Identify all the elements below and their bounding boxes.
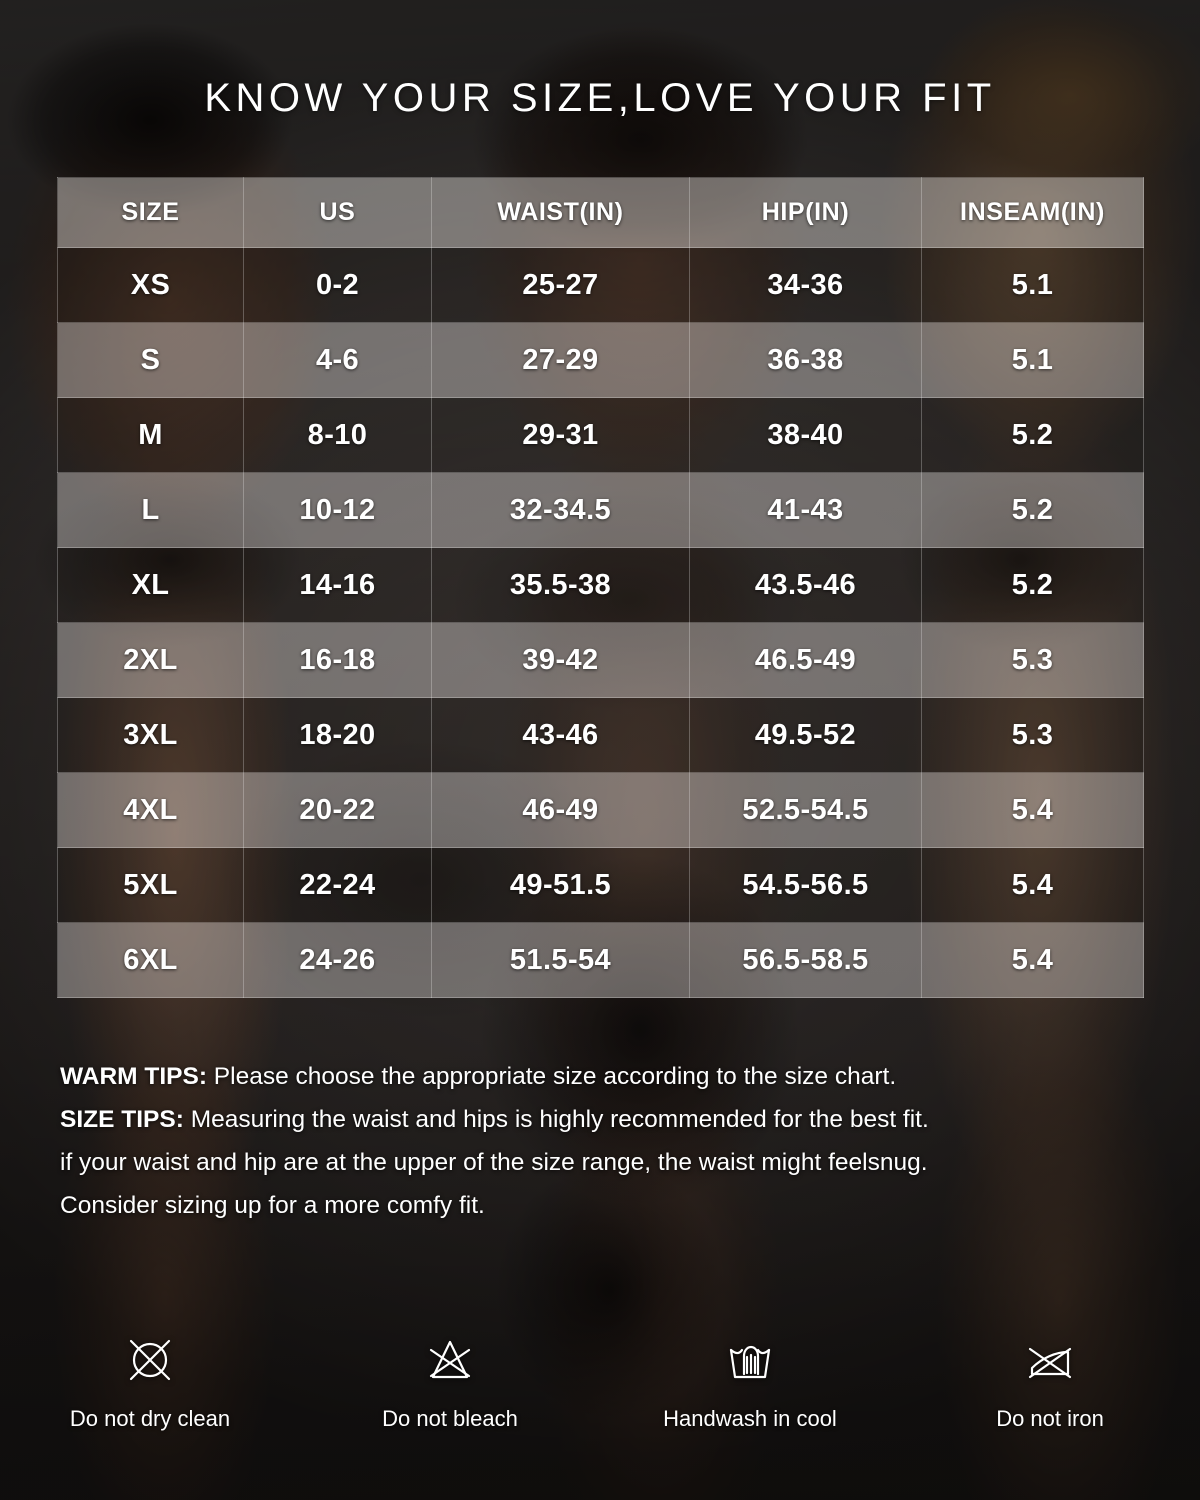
cell-us: 18-20: [243, 697, 432, 773]
care-item-iron: Do not iron: [900, 1330, 1200, 1432]
table-row: L 10-12 32-34.5 41-43 5.2: [57, 472, 1144, 548]
cell-hip: 36-38: [689, 322, 922, 398]
cell-inseam: 5.3: [921, 697, 1144, 773]
tips-line-three: if your waist and hip are at the upper o…: [60, 1149, 928, 1176]
do-not-bleach-icon: [422, 1330, 478, 1390]
cell-inseam: 5.3: [921, 622, 1144, 698]
handwash-icon: [722, 1330, 778, 1390]
table-row: XS 0-2 25-27 34-36 5.1: [57, 247, 1144, 323]
care-label: Handwash in cool: [663, 1406, 837, 1431]
cell-size: XL: [57, 547, 244, 623]
cell-inseam: 5.4: [921, 772, 1144, 848]
cell-inseam: 5.2: [921, 472, 1144, 548]
tips-block: WARM TIPS: Please choose the appropriate…: [60, 1055, 1150, 1227]
table-header-row: SIZE US WAIST(IN) HIP(IN) INSEAM(IN): [57, 177, 1144, 248]
cell-hip: 34-36: [689, 247, 922, 323]
column-header-hip: HIP(IN): [689, 177, 922, 248]
cell-size: M: [57, 397, 244, 473]
care-item-dry-clean: Do not dry clean: [0, 1330, 300, 1432]
cell-waist: 27-29: [431, 322, 690, 398]
cell-size: 5XL: [57, 847, 244, 923]
cell-waist: 51.5-54: [431, 922, 690, 998]
column-header-us: US: [243, 177, 432, 248]
cell-hip: 46.5-49: [689, 622, 922, 698]
table-header: SIZE US WAIST(IN) HIP(IN) INSEAM(IN): [57, 177, 1144, 248]
cell-size: 6XL: [57, 922, 244, 998]
cell-waist: 49-51.5: [431, 847, 690, 923]
care-label: Do not dry clean: [69, 1406, 231, 1431]
cell-size: 4XL: [57, 772, 244, 848]
care-label: Do not bleach: [382, 1406, 518, 1431]
column-header-size: SIZE: [57, 177, 244, 248]
table-row: 4XL 20-22 46-49 52.5-54.5 5.4: [57, 772, 1144, 848]
care-label: Do not iron: [996, 1406, 1104, 1431]
care-instructions-row: Do not dry clean Do not bleach: [0, 1330, 1200, 1432]
cell-inseam: 5.2: [921, 397, 1144, 473]
cell-inseam: 5.1: [921, 322, 1144, 398]
cell-hip: 49.5-52: [689, 697, 922, 773]
cell-inseam: 5.1: [921, 247, 1144, 323]
cell-us: 24-26: [243, 922, 432, 998]
cell-us: 22-24: [243, 847, 432, 923]
size-tips-text: Measuring the waist and hips is highly r…: [183, 1106, 929, 1133]
cell-us: 0-2: [243, 247, 432, 323]
table-row: 3XL 18-20 43-46 49.5-52 5.3: [57, 697, 1144, 773]
warm-tips-text: Please choose the appropriate size accor…: [207, 1063, 897, 1090]
cell-inseam: 5.4: [921, 922, 1144, 998]
cell-hip: 43.5-46: [689, 547, 922, 623]
size-tips-label: SIZE TIPS:: [60, 1106, 184, 1133]
cell-waist: 29-31: [431, 397, 690, 473]
cell-us: 4-6: [243, 322, 432, 398]
warm-tips-line: WARM TIPS: Please choose the appropriate…: [60, 1055, 1150, 1098]
cell-us: 8-10: [243, 397, 432, 473]
size-tips-line: SIZE TIPS: Measuring the waist and hips …: [60, 1098, 1150, 1141]
cell-waist: 35.5-38: [431, 547, 690, 623]
cell-size: XS: [57, 247, 244, 323]
cell-hip: 56.5-58.5: [689, 922, 922, 998]
cell-hip: 41-43: [689, 472, 922, 548]
cell-waist: 25-27: [431, 247, 690, 323]
cell-us: 14-16: [243, 547, 432, 623]
warm-tips-label: WARM TIPS:: [60, 1063, 207, 1090]
cell-us: 20-22: [243, 772, 432, 848]
cell-size: 3XL: [57, 697, 244, 773]
table-row: S 4-6 27-29 36-38 5.1: [57, 322, 1144, 398]
cell-waist: 32-34.5: [431, 472, 690, 548]
size-chart-table: SIZE US WAIST(IN) HIP(IN) INSEAM(IN) XS …: [57, 177, 1144, 998]
cell-size: L: [57, 472, 244, 548]
cell-inseam: 5.2: [921, 547, 1144, 623]
cell-waist: 39-42: [431, 622, 690, 698]
care-item-handwash: Handwash in cool: [600, 1330, 900, 1432]
cell-size: 2XL: [57, 622, 244, 698]
table-row: 6XL 24-26 51.5-54 56.5-58.5 5.4: [57, 922, 1144, 998]
cell-us: 10-12: [243, 472, 432, 548]
table-body: XS 0-2 25-27 34-36 5.1 S 4-6 27-29 36-38…: [57, 247, 1144, 998]
cell-hip: 38-40: [689, 397, 922, 473]
table-row: 5XL 22-24 49-51.5 54.5-56.5 5.4: [57, 847, 1144, 923]
cell-waist: 46-49: [431, 772, 690, 848]
tips-line-four: Consider sizing up for a more comfy fit.: [60, 1192, 485, 1219]
page-title: KNOW YOUR SIZE,LOVE YOUR FIT: [204, 76, 996, 120]
table-row: XL 14-16 35.5-38 43.5-46 5.2: [57, 547, 1144, 623]
cell-hip: 54.5-56.5: [689, 847, 922, 923]
table-row: 2XL 16-18 39-42 46.5-49 5.3: [57, 622, 1144, 698]
care-item-bleach: Do not bleach: [300, 1330, 600, 1432]
cell-us: 16-18: [243, 622, 432, 698]
do-not-iron-icon: [1022, 1330, 1078, 1390]
cell-waist: 43-46: [431, 697, 690, 773]
cell-hip: 52.5-54.5: [689, 772, 922, 848]
do-not-dry-clean-icon: [122, 1330, 178, 1390]
column-header-waist: WAIST(IN): [431, 177, 690, 248]
cell-inseam: 5.4: [921, 847, 1144, 923]
table-row: M 8-10 29-31 38-40 5.2: [57, 397, 1144, 473]
cell-size: S: [57, 322, 244, 398]
column-header-inseam: INSEAM(IN): [921, 177, 1144, 248]
